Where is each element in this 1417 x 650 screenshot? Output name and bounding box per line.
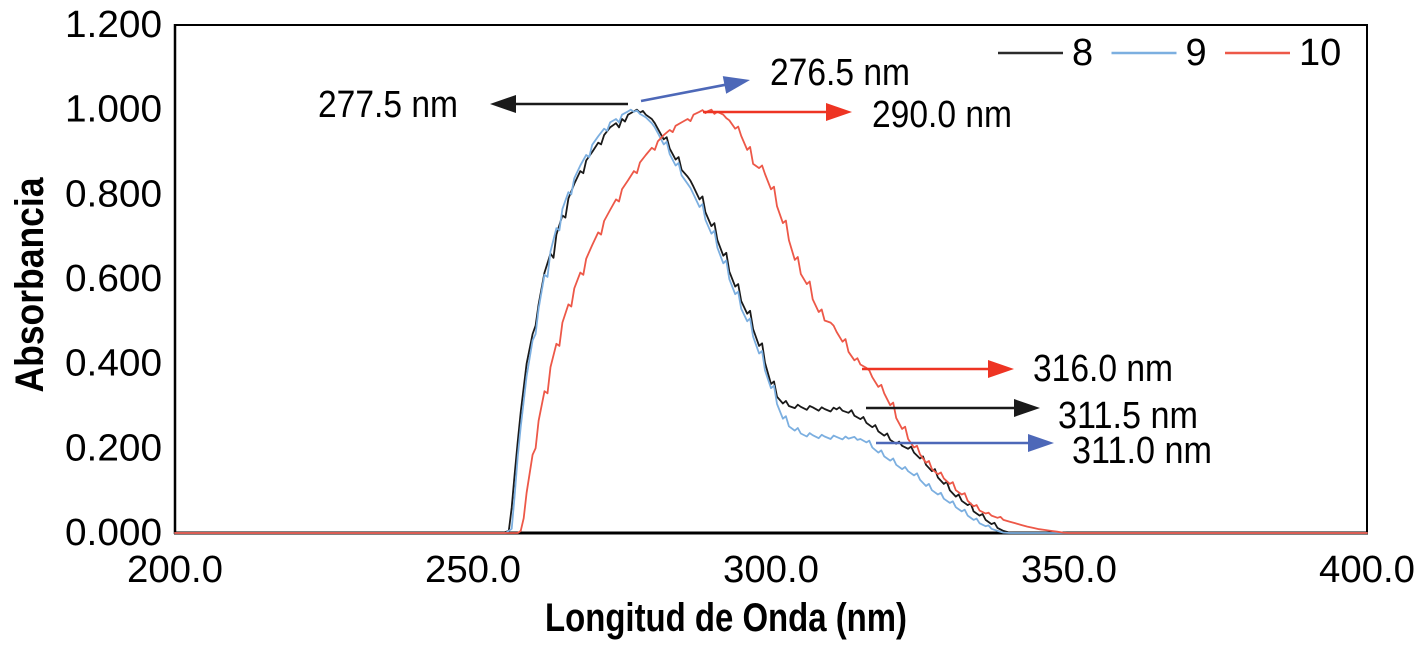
arrow-head-icon — [1028, 434, 1054, 452]
legend-label: 8 — [1072, 32, 1093, 74]
series-10-curve — [174, 108, 1368, 534]
arrow-shaft — [640, 82, 729, 103]
y-tick-label-0.000: 0.000 — [65, 512, 162, 554]
arrow-head-icon — [826, 103, 852, 121]
arrow-head-icon — [722, 76, 750, 94]
x-tick-label-250.0: 250.0 — [425, 549, 521, 591]
x-tick-label-300.0: 300.0 — [723, 549, 819, 591]
y-tick-label-0.800: 0.800 — [65, 173, 162, 215]
legend-label: 10 — [1299, 32, 1341, 74]
annotation-peak-9-276-5nm: 276.5 nm — [640, 52, 910, 103]
annotation-label: 290.0 nm — [872, 94, 1012, 136]
series-9-curve — [174, 108, 1368, 534]
legend-item-10: 10 — [1225, 32, 1341, 74]
y-tick-label-1.000: 1.000 — [65, 89, 162, 131]
x-tick-label-350.0: 350.0 — [1021, 549, 1117, 591]
y-tick-label-0.200: 0.200 — [65, 427, 162, 469]
annotation-label: 276.5 nm — [770, 52, 910, 94]
y-tick-label-1.200: 1.200 — [65, 4, 162, 46]
y-axis-title: Absorbancia — [8, 177, 52, 393]
legend-item-8: 8 — [998, 32, 1093, 74]
legend: 8 9 10 — [998, 32, 1341, 74]
x-tick-label-400.0: 400.0 — [1319, 549, 1415, 591]
spectra-curves — [174, 108, 1368, 534]
annotation-shoulder-9-311-0nm: 311.0 nm — [876, 430, 1212, 472]
annotation-label: 316.0 nm — [1033, 348, 1173, 390]
annotation-label: 277.5 nm — [318, 84, 458, 126]
y-tick-label-0.400: 0.400 — [65, 343, 162, 385]
arrow-head-icon — [490, 95, 516, 113]
annotation-shoulder-10-316-0nm: 316.0 nm — [862, 348, 1173, 390]
legend-item-9: 9 — [1111, 32, 1207, 74]
arrow-head-icon — [988, 360, 1014, 378]
annotation-peak-10-290-0nm: 290.0 nm — [703, 94, 1012, 136]
x-axis-title: Longitud de Onda (nm) — [545, 596, 907, 640]
x-tick-label-200.0: 200.0 — [127, 549, 223, 591]
arrow-head-icon — [1014, 399, 1040, 417]
annotation-peak-8-277-5nm: 277.5 nm — [318, 84, 628, 126]
y-tick-label-0.600: 0.600 — [65, 258, 162, 300]
axis-tick-labels: 200.0 250.0 300.0 350.0 400.0 0.000 0.200 0.400… — [65, 4, 1415, 591]
legend-label: 9 — [1186, 32, 1207, 74]
annotation-label: 311.0 nm — [1072, 430, 1212, 472]
annotation-label: 311.5 nm — [1058, 395, 1198, 437]
annotation-shoulder-8-311-5nm: 311.5 nm — [866, 395, 1198, 437]
